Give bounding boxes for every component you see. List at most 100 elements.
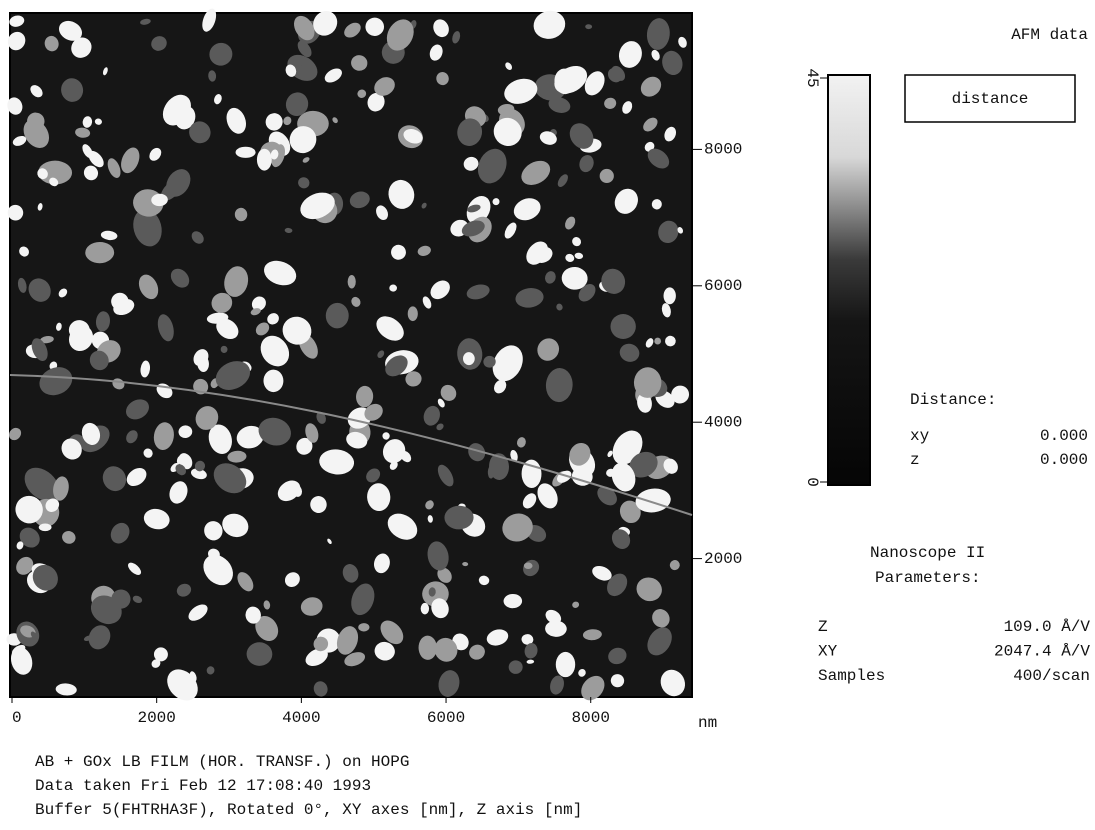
scan-grain	[151, 36, 167, 51]
scan-grain	[539, 131, 557, 145]
scan-grain	[555, 651, 576, 678]
scan-grain	[89, 350, 109, 371]
scan-grain	[483, 355, 496, 368]
scan-grain	[569, 442, 591, 466]
scan-grain	[282, 316, 312, 345]
scan-grain	[486, 629, 509, 646]
scan-grain	[49, 177, 59, 187]
scan-grain	[263, 369, 284, 393]
scan-grain	[188, 604, 208, 621]
scan-grain	[344, 22, 361, 38]
scan-grain	[643, 117, 658, 132]
scan-grain	[234, 207, 248, 222]
scan-grain	[669, 560, 680, 571]
scan-grain	[296, 64, 304, 73]
scan-grain	[140, 360, 151, 378]
scan-grain	[407, 306, 418, 322]
scan-grain	[169, 481, 188, 504]
scan-grain	[437, 398, 445, 408]
scan-grain	[357, 89, 367, 98]
scan-grain	[197, 355, 209, 373]
scan-grain	[143, 448, 153, 458]
scan-grain	[671, 385, 690, 404]
scan-grain	[38, 523, 52, 532]
scan-grain	[504, 222, 517, 239]
scan-grain	[305, 423, 319, 443]
scan-grain	[417, 245, 431, 256]
scan-grain	[83, 165, 99, 181]
scan-grain	[614, 188, 638, 214]
scan-grain	[493, 117, 522, 147]
scan-grain	[557, 174, 568, 187]
scan-grain	[652, 609, 670, 628]
scan-grain	[126, 468, 147, 487]
scan-grain	[434, 637, 458, 662]
scan-grain	[160, 179, 182, 201]
y-tick-label: 8000	[704, 141, 742, 159]
scan-grain	[545, 271, 556, 284]
scan-grain	[61, 438, 82, 460]
scan-grain	[403, 129, 423, 144]
scan-grain	[637, 393, 652, 413]
scan-grain	[88, 625, 111, 650]
scan-grain	[597, 486, 617, 506]
scan-grain	[633, 367, 662, 398]
scan-grain	[37, 168, 48, 180]
scan-grain	[437, 464, 454, 487]
scan-grain	[358, 623, 370, 632]
scan-grain	[427, 515, 433, 523]
scan-feature-line	[9, 374, 693, 516]
scan-grain	[440, 384, 457, 401]
panel-title: AFM data	[1011, 26, 1088, 44]
scan-grain	[351, 296, 361, 307]
scan-grain	[677, 227, 684, 234]
y-tick-label: 2000	[704, 550, 742, 568]
scan-grain	[195, 406, 219, 430]
scan-grain	[102, 67, 108, 76]
scan-grain	[391, 244, 406, 260]
scan-grain	[56, 322, 62, 331]
scan-grain	[110, 522, 130, 544]
scan-grain	[366, 468, 381, 483]
scan-grain	[517, 437, 526, 448]
scan-grain	[27, 112, 45, 130]
scan-grain	[524, 643, 538, 659]
scan-grain	[436, 423, 444, 431]
scan-grain	[211, 292, 233, 313]
scan-grain	[327, 538, 332, 545]
scan-grain	[204, 521, 223, 541]
scan-grain	[126, 430, 138, 444]
scan-grain	[7, 97, 23, 115]
scan-grain	[293, 15, 315, 41]
scan-grain	[487, 465, 495, 479]
scan-grain	[452, 31, 461, 44]
mode-button[interactable]	[904, 74, 1076, 123]
mode-button-label[interactable]: distance	[952, 90, 1029, 108]
scan-grain	[618, 41, 642, 68]
scan-grain	[30, 631, 37, 639]
scan-grain	[9, 427, 22, 441]
scan-grain	[349, 191, 370, 209]
scan-grain	[522, 493, 537, 509]
x-tick-label: 2000	[137, 709, 175, 727]
scan-grain	[149, 147, 162, 161]
scan-grain	[526, 241, 548, 265]
param-label: XY	[818, 643, 838, 661]
scan-grain	[71, 37, 92, 58]
scan-grain	[645, 338, 654, 348]
scan-grain	[132, 595, 143, 604]
param-value: 2047.4 Å/V	[994, 643, 1090, 661]
scan-grain	[386, 19, 414, 51]
scan-grain	[545, 609, 562, 624]
scan-grain	[24, 467, 60, 502]
scan-grain	[55, 683, 77, 696]
scan-grain	[376, 316, 404, 341]
scan-grain	[463, 156, 479, 171]
params-heading: Parameters:	[875, 569, 981, 587]
scan-grain	[189, 121, 211, 144]
scan-grain	[344, 652, 366, 667]
scan-grain	[503, 593, 523, 609]
scan-grain	[537, 338, 560, 361]
scan-grain	[111, 589, 131, 609]
